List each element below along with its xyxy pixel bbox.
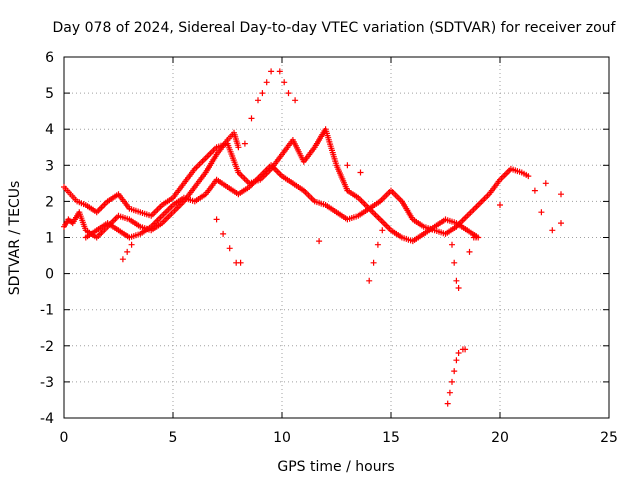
data-point [276,68,283,75]
data-point [549,227,556,234]
data-point [451,368,458,375]
data-point [281,79,288,86]
y-tick-label: -3 [40,375,54,391]
y-tick-label: -2 [40,339,54,355]
data-point [538,209,545,216]
x-tick-label: 20 [491,430,509,446]
data-point [316,238,323,245]
data-point [558,220,564,227]
data-point [235,144,242,151]
data-point [119,256,126,263]
data-point [292,97,299,104]
x-tick-label: 10 [273,430,291,446]
data-point [451,259,458,266]
y-tick-label: 0 [45,267,54,283]
grid [64,57,609,418]
data-point [379,227,386,234]
y-tick-label: -1 [40,303,54,319]
data-point [525,173,532,180]
data-point [466,248,473,255]
data-point [124,248,131,255]
data-point [213,216,220,223]
data-point [444,400,451,407]
data-points [61,68,564,407]
data-point [374,241,381,248]
data-point [268,68,275,75]
data-point [357,169,364,176]
x-tick-label: 25 [600,430,618,446]
x-tick-label: 0 [60,430,69,446]
y-tick-label: 4 [45,122,54,138]
data-point [462,346,469,353]
data-point [455,285,462,291]
data-point [220,230,227,237]
data-point [128,241,135,248]
x-tick-label: 15 [382,430,400,446]
y-axis-title: SDTVAR / TECUs [7,181,23,296]
data-point [453,357,460,364]
data-point [449,241,455,248]
axis-ticks: 0 5 10 15 20 25 -4 -3 -2 -1 0 1 2 3 4 5 6 [40,50,618,446]
x-axis-title: GPS time / hours [277,459,394,475]
y-tick-label: 6 [45,50,54,66]
y-tick-label: 1 [45,231,54,247]
data-point [259,90,266,97]
y-tick-label: 5 [45,86,54,102]
data-point [455,350,462,356]
data-point [344,162,351,169]
data-point [473,234,479,241]
data-point [446,389,453,396]
data-point [237,259,244,266]
data-point [370,259,377,266]
y-tick-label: 2 [45,194,54,210]
chart-title: Day 078 of 2024, Sidereal Day-to-day VTE… [53,20,617,36]
data-point [226,245,233,252]
data-point [558,191,564,198]
data-point [449,378,455,385]
data-point [542,180,549,187]
data-point [241,140,248,147]
data-point [248,115,255,122]
data-point [263,79,270,86]
data-point [453,277,460,284]
y-tick-label: -4 [40,411,54,427]
data-point [531,187,538,194]
y-tick-label: 3 [45,158,54,174]
x-tick-label: 5 [169,430,178,446]
data-point [497,202,503,208]
data-point [366,277,373,284]
data-point [285,90,292,97]
data-point [255,97,261,104]
